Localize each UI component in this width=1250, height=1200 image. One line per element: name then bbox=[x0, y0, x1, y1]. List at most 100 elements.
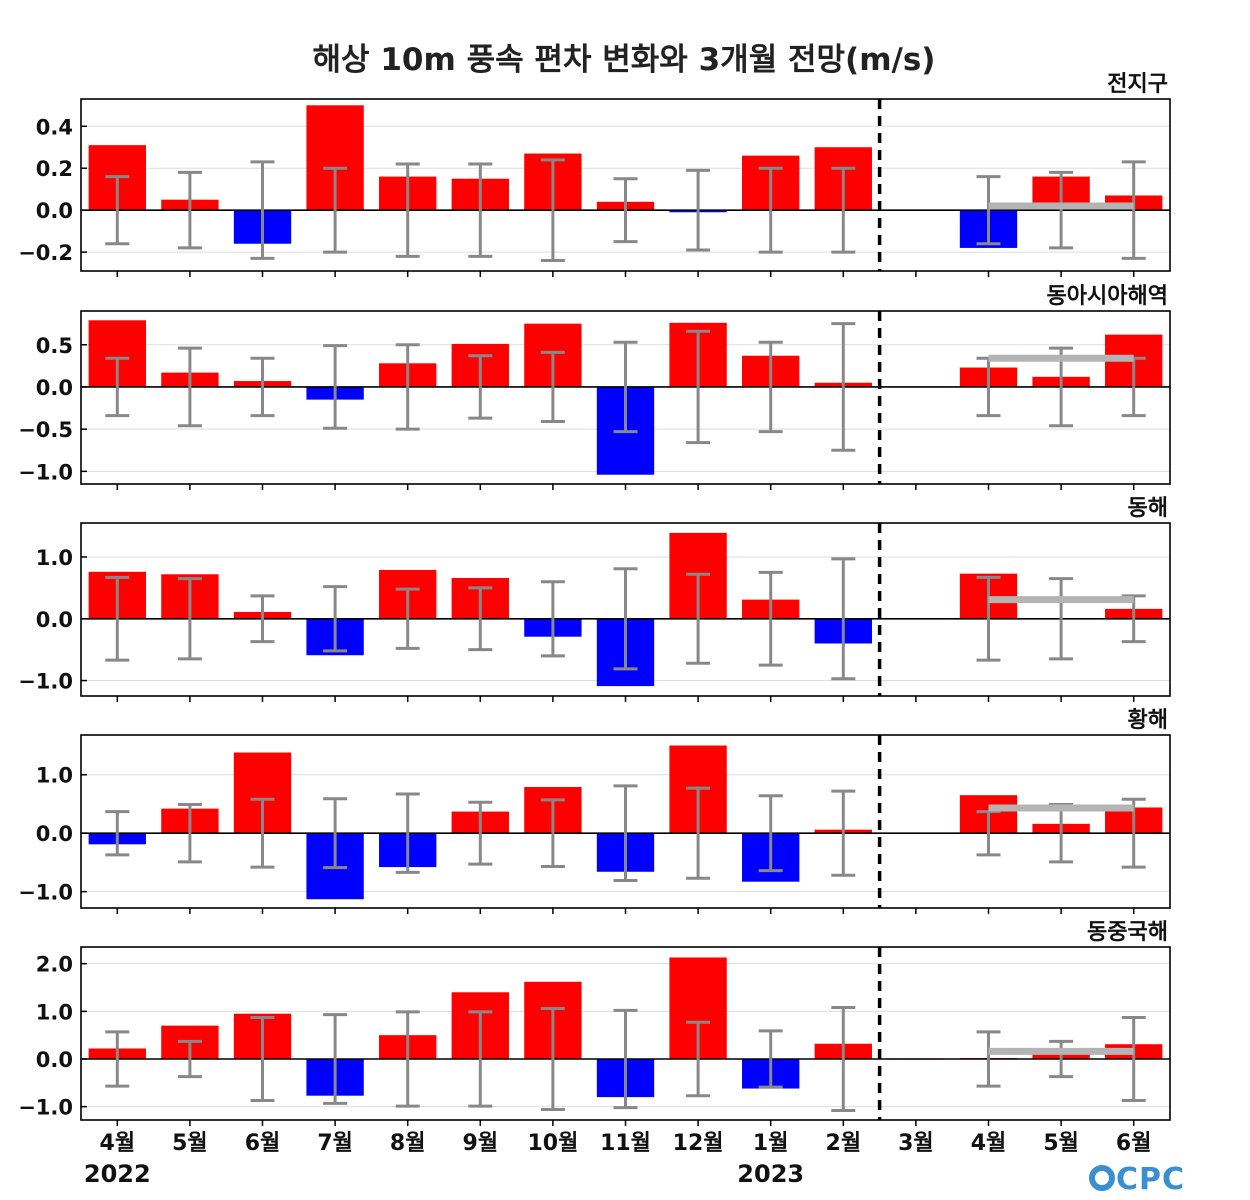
error-bar bbox=[613, 1008, 638, 1110]
x-tick-label: 4월 bbox=[100, 1131, 136, 1156]
x-tick-label: 6월 bbox=[245, 1131, 281, 1156]
error-bar bbox=[831, 557, 856, 681]
x-tick-label: 2월 bbox=[826, 1131, 862, 1156]
error-bar bbox=[468, 354, 493, 420]
error-bar bbox=[540, 158, 565, 263]
error-bar bbox=[540, 350, 565, 424]
x-tick-label: 3월 bbox=[898, 1131, 934, 1156]
error-bar bbox=[686, 168, 711, 252]
error-bar bbox=[1121, 1016, 1146, 1102]
error-bar bbox=[177, 577, 202, 661]
error-bar bbox=[395, 343, 420, 431]
error-bar bbox=[613, 177, 638, 244]
chart-title: 해상 10m 풍속 편차 변화와 3개월 전망(m/s) bbox=[313, 42, 936, 78]
y-tick-label: 0.0 bbox=[36, 822, 73, 846]
error-bar bbox=[105, 175, 130, 246]
y-tick-label: 0.0 bbox=[36, 376, 73, 400]
panel-4: −1.0 0.0 1.0 황해 bbox=[18, 708, 1171, 914]
y-tick-label: 0.5 bbox=[36, 334, 73, 358]
error-bar bbox=[468, 1010, 493, 1108]
error-bar bbox=[540, 580, 565, 658]
x-tick-label: 9월 bbox=[463, 1131, 499, 1156]
x-tick-label: 7월 bbox=[317, 1131, 353, 1156]
logo-text: CPC bbox=[1116, 1162, 1185, 1197]
error-bar bbox=[250, 594, 275, 644]
panel-2: −1.0 −0.5 0.0 0.5 동아시아해역 bbox=[18, 284, 1171, 490]
y-tick-label: −0.2 bbox=[18, 241, 73, 265]
error-bar bbox=[540, 798, 565, 869]
error-bar bbox=[831, 1006, 856, 1112]
panel-title: 동중국해 bbox=[1087, 920, 1168, 945]
y-tick-label: −0.5 bbox=[18, 418, 73, 442]
y-tick-label: −1.0 bbox=[18, 1096, 73, 1120]
x-tick-label: 6월 bbox=[1116, 1131, 1152, 1156]
error-bar bbox=[105, 1030, 130, 1088]
error-bar bbox=[1049, 803, 1074, 864]
error-bar bbox=[976, 1030, 1001, 1088]
error-bar bbox=[613, 340, 638, 434]
cpc-logo: CPC bbox=[1089, 1162, 1185, 1197]
y-tick-label: 0.2 bbox=[36, 157, 73, 181]
y-tick-label: 1.0 bbox=[36, 764, 73, 788]
error-bar bbox=[976, 175, 1001, 246]
error-bar bbox=[1049, 577, 1074, 661]
x-tick-label: 8월 bbox=[390, 1131, 426, 1156]
y-tick-label: 0.0 bbox=[36, 1048, 73, 1072]
x-tick-label: 10월 bbox=[527, 1131, 578, 1156]
x-tick-label: 12월 bbox=[673, 1131, 724, 1156]
error-bar bbox=[468, 800, 493, 866]
error-bar bbox=[250, 797, 275, 869]
x-tick-label: 4월 bbox=[971, 1131, 1007, 1156]
error-bar bbox=[323, 1013, 348, 1105]
panel-3: −1.0 0.0 1.0 동해 bbox=[18, 496, 1171, 702]
error-bar bbox=[250, 160, 275, 260]
error-bar bbox=[686, 786, 711, 880]
error-bar bbox=[468, 162, 493, 258]
year-label: 2022 bbox=[84, 1160, 151, 1188]
panel-title: 동해 bbox=[1128, 496, 1168, 521]
error-bar bbox=[323, 344, 348, 430]
error-bar bbox=[831, 322, 856, 452]
x-tick-label: 11월 bbox=[600, 1131, 651, 1156]
error-bar bbox=[831, 789, 856, 877]
panel-title: 황해 bbox=[1128, 708, 1168, 733]
x-tick-label: 5월 bbox=[172, 1131, 208, 1156]
y-tick-label: 1.0 bbox=[36, 546, 73, 570]
error-bar bbox=[105, 810, 130, 857]
error-bar bbox=[613, 784, 638, 883]
error-bar bbox=[395, 1010, 420, 1108]
error-bar bbox=[323, 166, 348, 254]
error-bar bbox=[395, 792, 420, 874]
error-bar bbox=[395, 587, 420, 650]
error-bar bbox=[250, 1016, 275, 1102]
error-bar bbox=[976, 575, 1001, 662]
error-bar bbox=[1121, 160, 1146, 260]
y-tick-label: 2.0 bbox=[36, 953, 73, 977]
error-bar bbox=[1121, 594, 1146, 644]
error-bar bbox=[758, 1029, 783, 1089]
y-tick-label: 1.0 bbox=[36, 1000, 73, 1024]
error-bar bbox=[105, 356, 130, 418]
error-bar bbox=[686, 572, 711, 665]
error-bar bbox=[177, 346, 202, 428]
panel-5: −1.0 0.0 1.0 2.0 동중국해 bbox=[18, 920, 1171, 1126]
logo-ring-icon bbox=[1089, 1165, 1115, 1191]
error-bar bbox=[177, 803, 202, 864]
y-tick-label: 0.0 bbox=[36, 199, 73, 223]
error-bar bbox=[1049, 170, 1074, 250]
y-tick-label: −1.0 bbox=[18, 881, 73, 905]
error-bar bbox=[1049, 1039, 1074, 1079]
y-tick-label: −1.0 bbox=[18, 460, 73, 484]
x-axis-labels: 4월 5월 6월 7월 8월 9월 10월 11월 12월 1월 2월 3월 4월 5월 6월 2022 202… bbox=[84, 1131, 1152, 1188]
error-bar bbox=[177, 1039, 202, 1079]
error-bar bbox=[250, 356, 275, 418]
panel-title: 전지구 bbox=[1107, 72, 1168, 97]
error-bar bbox=[540, 1006, 565, 1112]
error-bar bbox=[758, 570, 783, 667]
error-bar bbox=[976, 810, 1001, 857]
y-tick-label: 0.4 bbox=[36, 115, 73, 139]
y-tick-label: −1.0 bbox=[18, 670, 73, 694]
error-bar bbox=[686, 1020, 711, 1098]
error-bar bbox=[758, 794, 783, 873]
